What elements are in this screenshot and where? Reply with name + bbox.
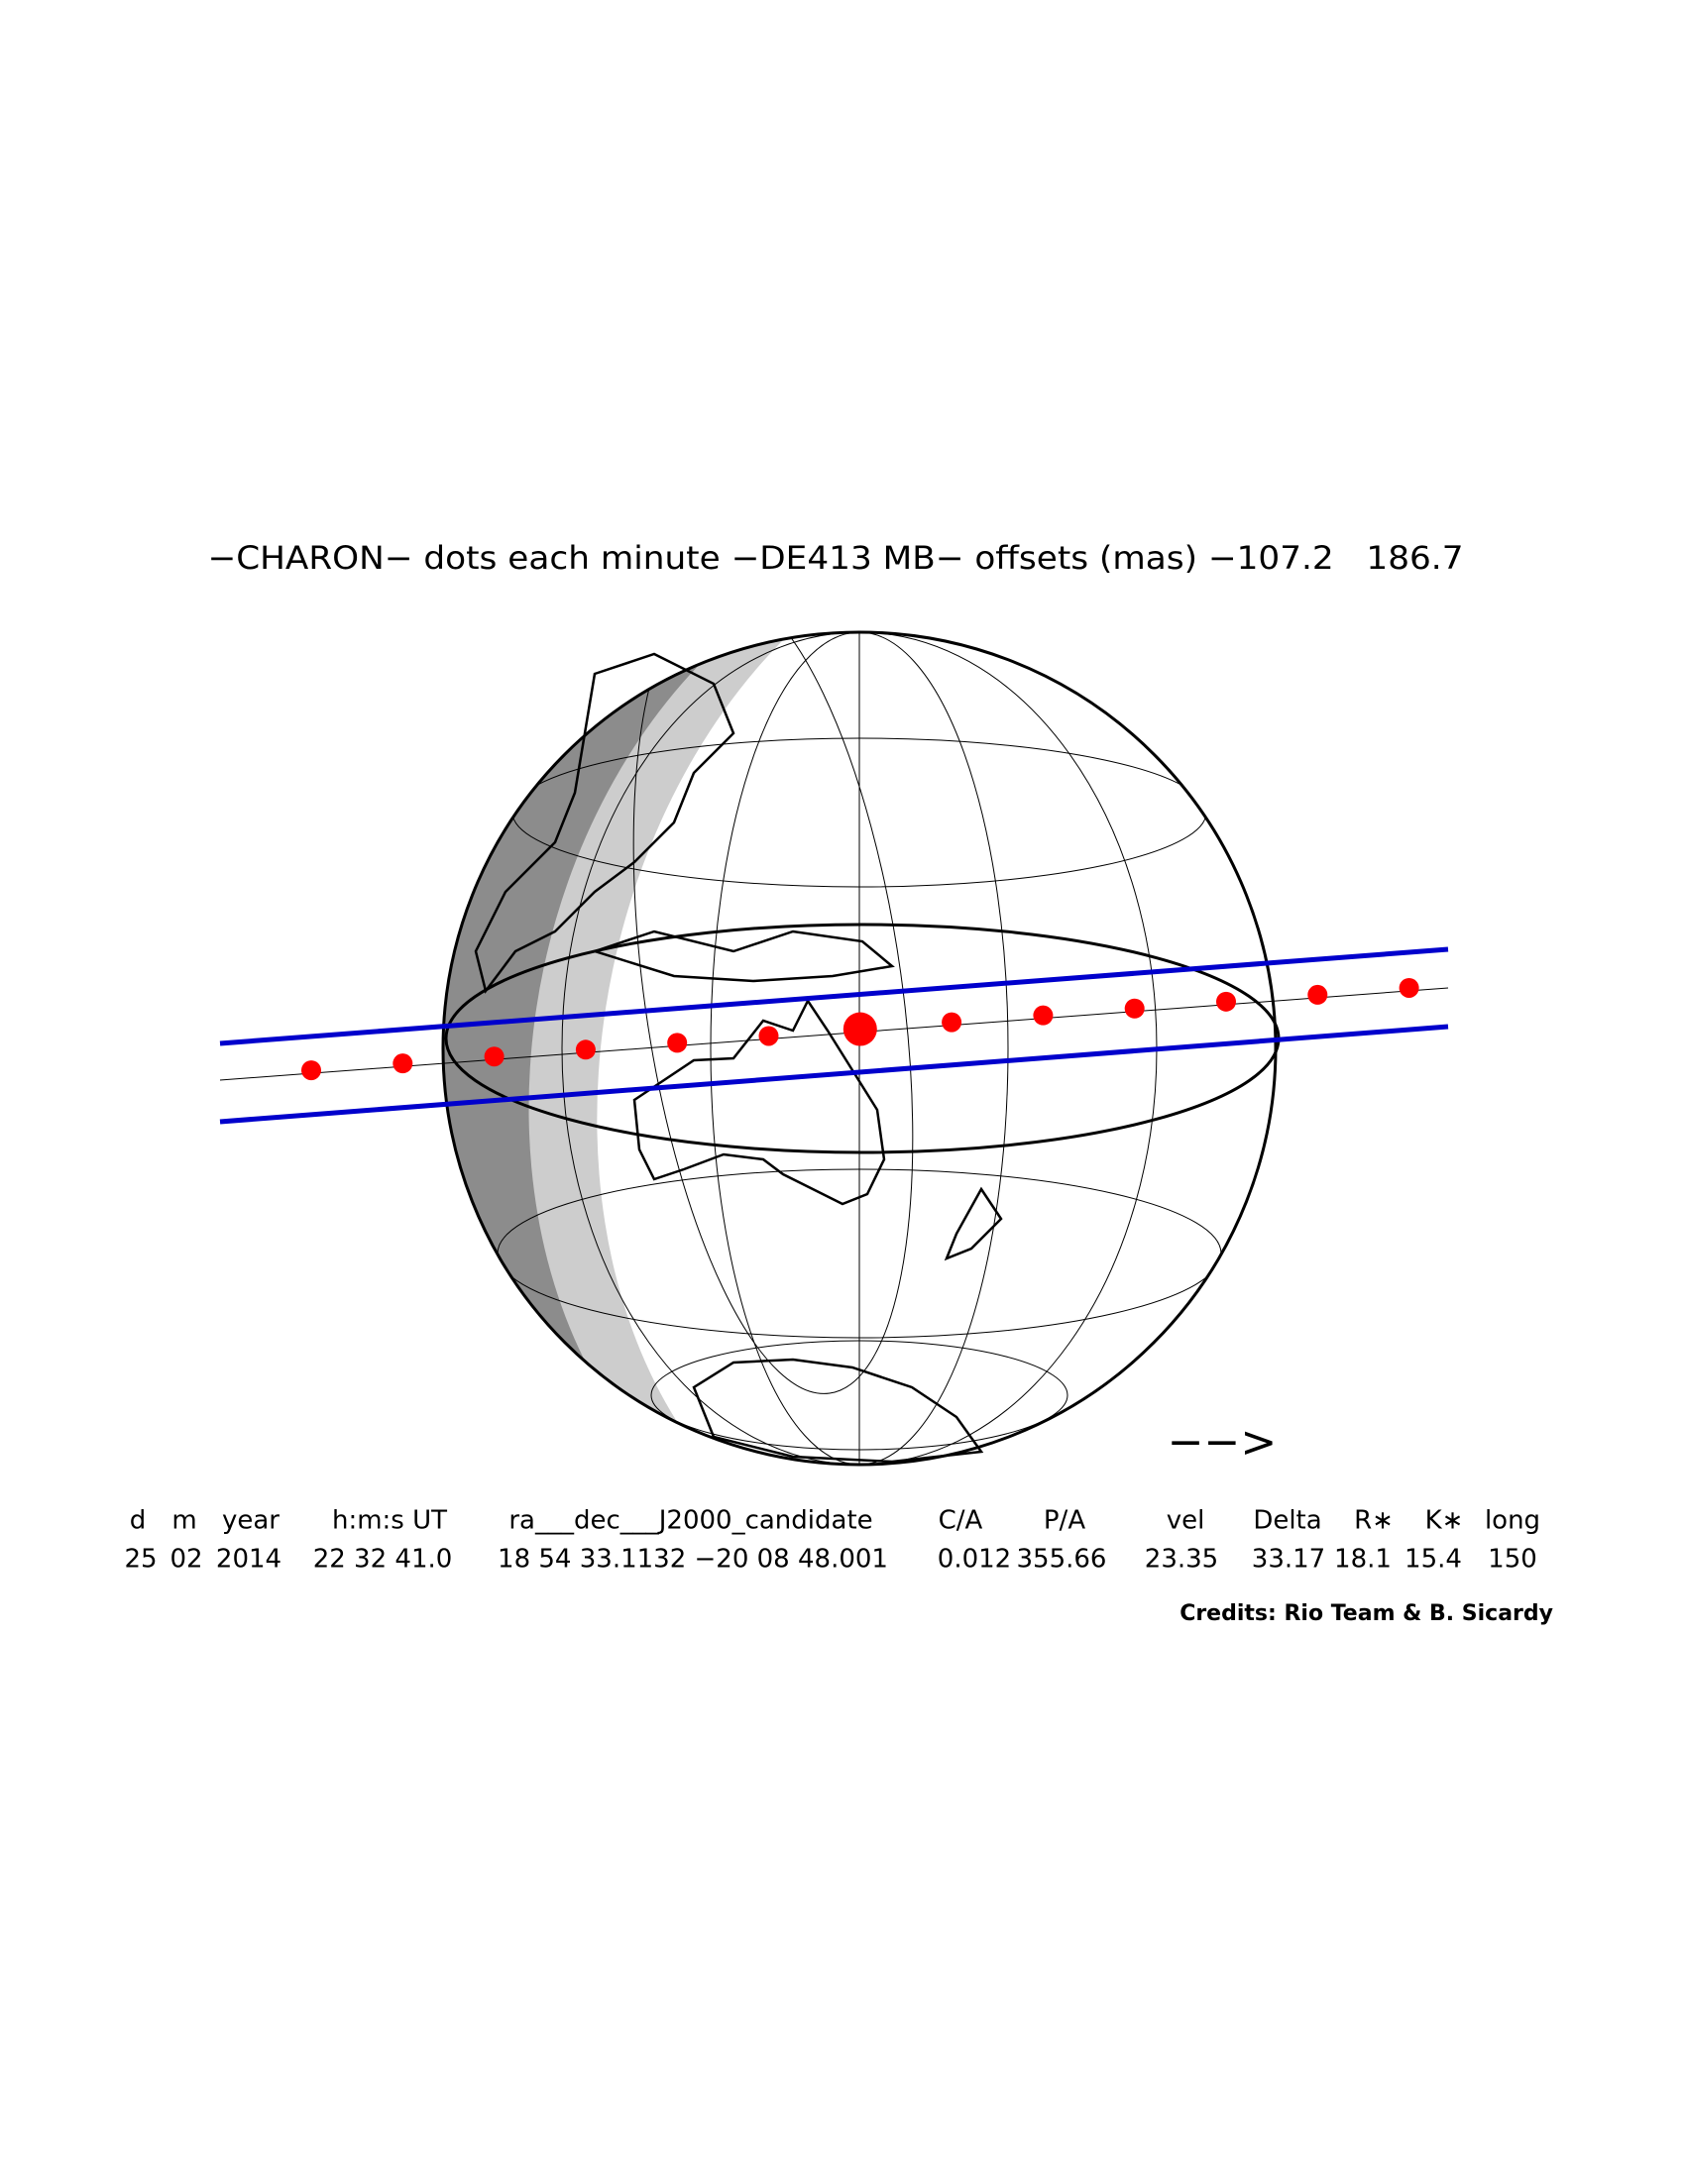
table-header: ra___dec___J2000_candidate [508, 1506, 872, 1536]
indonesia [590, 929, 895, 983]
table-value: 33.17 [1252, 1545, 1325, 1575]
globe-outline [441, 630, 1278, 1467]
table-header: Delta [1253, 1506, 1321, 1536]
antarctica [692, 1358, 984, 1464]
table-header: P/A [1044, 1506, 1085, 1536]
credits: Credits: Rio Team & B. Sicardy [1180, 1601, 1553, 1626]
table-value: 02 [169, 1545, 202, 1575]
table-header: d [130, 1506, 147, 1536]
minute-dot [758, 1026, 779, 1046]
minute-dot [667, 1033, 688, 1053]
minute-dot [393, 1053, 413, 1074]
table-header: m [171, 1506, 196, 1536]
table-value: 355.66 [1017, 1545, 1107, 1575]
shadow-limit [219, 1024, 1449, 1125]
minute-dot [575, 1039, 596, 1060]
asia [474, 652, 735, 994]
shadow-limit [219, 946, 1449, 1046]
circumstances-table: d m year h:m:s UT ra___dec___J2000_candidate… [124, 1506, 1540, 1575]
table-value: 23.35 [1145, 1545, 1218, 1575]
new-zealand [944, 1186, 1003, 1261]
closest-approach-dot [842, 1012, 877, 1046]
table-header: year [222, 1506, 280, 1536]
minute-dot [1399, 977, 1419, 998]
table-header: C/A [939, 1506, 983, 1536]
table-header: K∗ [1425, 1506, 1464, 1536]
shadow-track [219, 946, 1449, 1125]
parallel [650, 1340, 1068, 1451]
minute-dot [1124, 998, 1145, 1019]
table-value: 15.4 [1404, 1545, 1462, 1575]
direction-arrow: −−> [1168, 1417, 1278, 1468]
table-header: R∗ [1354, 1506, 1394, 1536]
meridian [710, 632, 1009, 1465]
table-value: 0.012 [938, 1545, 1011, 1575]
table-value: 150 [1488, 1545, 1537, 1575]
table-value: 22 32 41.0 [313, 1545, 453, 1575]
minute-dot [942, 1012, 962, 1033]
map-title: −CHARON− dots each minute −DE413 MB− off… [208, 539, 1464, 577]
table-value: 18.1 [1334, 1545, 1392, 1575]
table-value: 2014 [216, 1545, 281, 1575]
minute-dot [1216, 991, 1236, 1012]
coastlines [474, 652, 1003, 1464]
minute-dot [1033, 1005, 1054, 1026]
minute-dot [484, 1046, 505, 1067]
minute-dot [1307, 984, 1328, 1005]
minute-dot [301, 1060, 321, 1081]
australia [632, 998, 886, 1206]
center-line [219, 987, 1449, 1081]
table-value: 25 [124, 1545, 157, 1575]
table-header: h:m:s UT [332, 1506, 447, 1536]
table-value: 18 54 33.1132 −20 08 48.001 [498, 1545, 888, 1575]
table-header: vel [1167, 1506, 1205, 1536]
table-header: long [1485, 1506, 1540, 1536]
